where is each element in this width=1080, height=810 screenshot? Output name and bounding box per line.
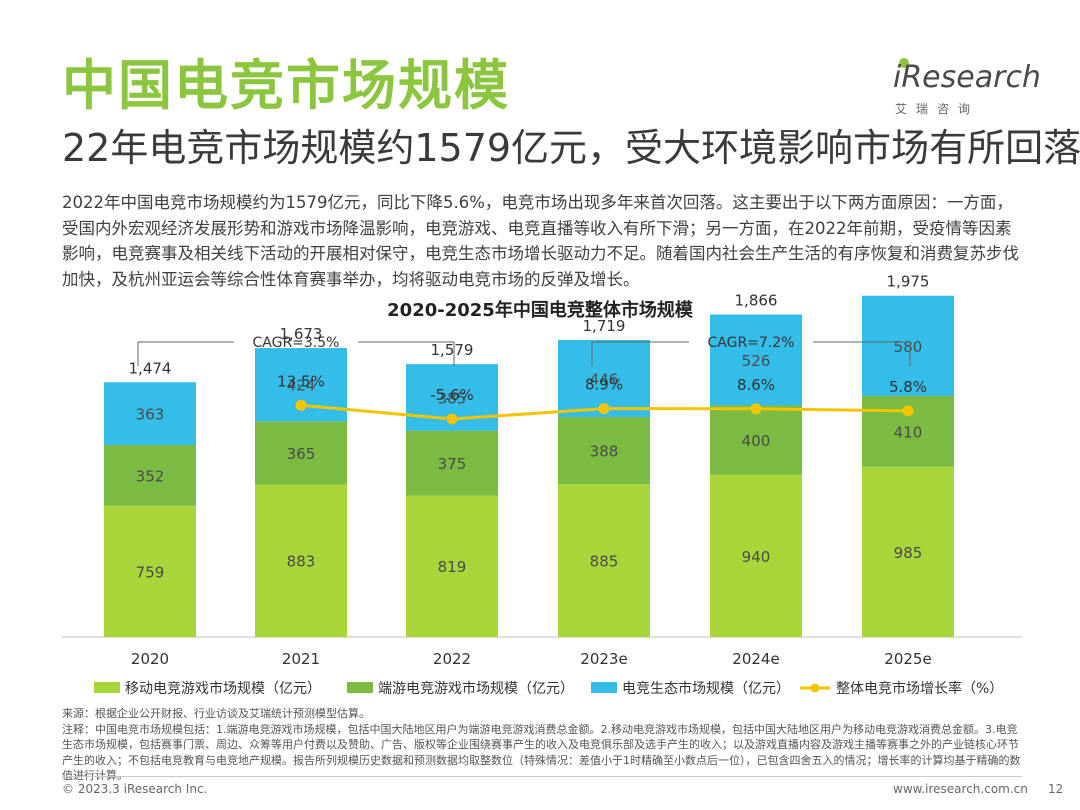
source-note: 来源：根据企业公开财报、行业访谈及艾瑞统计预测模型估算。 <box>62 707 370 720</box>
page-number: 12 <box>1048 782 1064 796</box>
page-title: 中国电竞市场规模 <box>62 54 510 117</box>
bar-label-3-2024e: 526 <box>742 352 771 370</box>
website: www.iresearch.com.cn <box>893 782 1028 796</box>
bar-1-2020 <box>104 505 196 637</box>
growth-point-2024e <box>750 403 762 415</box>
bar-label-2-2025e: 410 <box>894 423 923 441</box>
x-tick-2025e: 2025e <box>884 650 931 668</box>
logo-cn: 艾瑞咨询 <box>895 102 980 116</box>
growth-label-2023e: 8.9% <box>585 376 623 394</box>
growth-label-2021: 13.5% <box>277 372 325 390</box>
growth-label-2024e: 8.6% <box>737 376 775 394</box>
bar-label-2-2021: 365 <box>287 445 316 463</box>
total-label-2020: 1,474 <box>129 359 172 377</box>
bar-label-1-2024e: 940 <box>742 548 771 566</box>
copyright: © 2023.3 iResearch Inc. <box>62 782 208 796</box>
bar-label-2-2024e: 400 <box>742 432 771 450</box>
bar-1-2024e <box>710 474 802 637</box>
bar-label-2-2022: 375 <box>438 455 467 473</box>
bar-label-3-2020: 363 <box>136 406 165 424</box>
definition-note: 注释：中国电竞市场规模包括：1.端游电竞游戏市场规模，包括中国大陆地区用户为端游… <box>62 722 1021 783</box>
bar-label-3-2023e: 446 <box>590 370 619 388</box>
footer-divider <box>62 776 1022 777</box>
cagr-bracket-right-1 <box>358 341 455 366</box>
bar-2-2021 <box>255 421 347 485</box>
bar-label-1-2022: 819 <box>438 558 467 576</box>
growth-point-2023e <box>598 403 610 415</box>
bar-label-1-2021: 883 <box>287 553 316 571</box>
x-tick-2020: 2020 <box>131 650 169 668</box>
legend-swatch-2 <box>347 682 373 693</box>
page-subtitle: 22年电竞市场规模约1579亿元，受大环境影响市场有所回落 <box>62 126 1080 170</box>
chart-title: 2020-2025年中国电竞整体市场规模 <box>387 300 693 321</box>
bar-2-2023e <box>558 417 650 485</box>
legend-label-3: 电竞生态市场规模（亿元） <box>622 680 790 697</box>
total-label-2025e: 1,975 <box>887 273 930 291</box>
bar-label-2-2020: 352 <box>136 467 165 485</box>
bar-label-1-2020: 759 <box>136 563 165 581</box>
legend-swatch-1 <box>94 682 120 693</box>
logo-dot-icon <box>899 58 909 68</box>
bar-label-3-2025e: 580 <box>894 338 923 356</box>
bar-1-2022 <box>406 495 498 637</box>
notes-block: 来源：根据企业公开财报、行业访谈及艾瑞统计预测模型估算。 注释：中国电竞市场规模… <box>62 706 1022 784</box>
x-tick-2023e: 2023e <box>580 650 627 668</box>
legend-label-1: 移动电竞游戏市场规模（亿元） <box>125 680 321 697</box>
cagr-label-1: CAGR=3.5% <box>253 335 340 351</box>
bar-label-2-2023e: 388 <box>590 443 619 461</box>
legend-swatch-3 <box>591 682 617 693</box>
x-tick-2024e: 2024e <box>732 650 779 668</box>
total-label-2024e: 1,866 <box>735 292 778 310</box>
logo-brand: iResearch <box>893 60 1041 95</box>
cagr-bracket-left-1 <box>137 341 234 366</box>
bar-1-2023e <box>558 484 650 637</box>
bar-2-2020 <box>104 445 196 506</box>
iresearch-logo: iResearch 艾瑞咨询 <box>893 58 1041 122</box>
bar-label-1-2025e: 985 <box>894 544 923 562</box>
growth-label-2022: -5.6% <box>430 386 474 404</box>
bar-1-2025e <box>862 466 954 637</box>
total-label-2023e: 1,719 <box>583 317 626 335</box>
x-tick-2022: 2022 <box>433 650 471 668</box>
bar-3-2020 <box>104 382 196 446</box>
cagr-label-2: CAGR=7.2% <box>708 335 795 351</box>
growth-point-2025e <box>902 405 914 417</box>
bar-label-3-2022: 385 <box>438 389 467 407</box>
total-label-2022: 1,579 <box>431 341 474 359</box>
x-tick-2021: 2021 <box>282 650 320 668</box>
bar-3-2024e <box>710 314 802 406</box>
legend-marker-growth <box>810 683 820 693</box>
bar-2-2024e <box>710 405 802 475</box>
bar-label-3-2021: 424 <box>287 377 316 395</box>
intro-paragraph: 2022年中国电竞市场规模约为1579亿元，同比下降5.6%，电竞市场出现多年来… <box>62 193 1019 289</box>
bar-2-2022 <box>406 430 498 496</box>
growth-point-2021 <box>295 399 307 411</box>
bar-1-2021 <box>255 484 347 637</box>
cagr-bracket-right-2 <box>813 341 911 366</box>
bar-label-1-2023e: 885 <box>590 553 619 571</box>
total-label-2021: 1,673 <box>280 325 323 343</box>
legend-label-growth: 整体电竞市场增长率（%） <box>836 680 1003 697</box>
growth-label-2025e: 5.8% <box>889 378 927 396</box>
legend-label-2: 端游电竞游戏市场规模（亿元） <box>378 680 574 697</box>
cagr-bracket-left-2 <box>591 341 689 366</box>
bar-3-2025e <box>862 295 954 396</box>
growth-point-2022 <box>446 413 458 425</box>
